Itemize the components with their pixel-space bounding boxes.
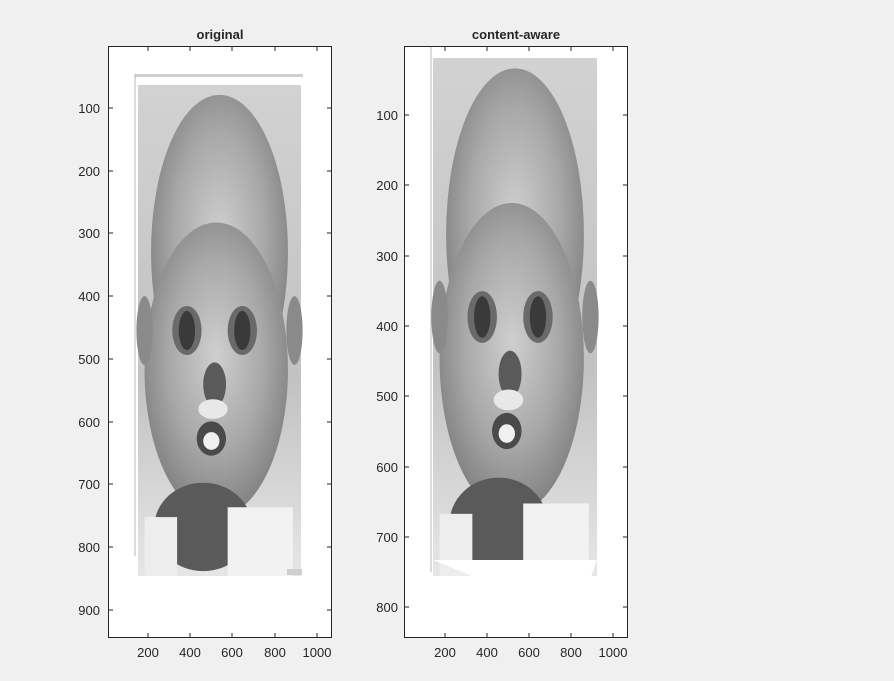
x-tick-label: 1000 — [303, 645, 332, 660]
y-ticks — [405, 114, 627, 608]
y-tick-label: 600 — [78, 415, 100, 430]
y-tick-label: 800 — [78, 540, 100, 555]
image-content-aware — [430, 47, 599, 604]
x-tick-label: 400 — [179, 645, 201, 660]
y-tick-label: 900 — [78, 603, 100, 618]
x-tick-label: 800 — [560, 645, 582, 660]
y-tick-label: 400 — [376, 319, 398, 334]
x-tick-label: 1000 — [599, 645, 628, 660]
y-tick-label: 100 — [78, 101, 100, 116]
x-tick-label: 800 — [264, 645, 286, 660]
y-tick-label: 700 — [376, 530, 398, 545]
y-tick-label: 500 — [376, 389, 398, 404]
x-tick-label: 600 — [518, 645, 540, 660]
x-tick-labels: 200 400 600 800 1000 — [434, 645, 627, 660]
x-ticks — [147, 47, 318, 637]
y-tick-labels: 100 200 300 400 500 600 700 800 900 — [78, 101, 100, 618]
y-tick-labels: 100 200 300 400 500 600 700 800 — [376, 108, 398, 615]
x-ticks — [444, 47, 614, 637]
axes-title: content-aware — [472, 27, 560, 42]
y-tick-label: 800 — [376, 600, 398, 615]
y-tick-label: 600 — [376, 460, 398, 475]
y-tick-label: 200 — [376, 178, 398, 193]
axes-title: original — [197, 27, 244, 42]
axes-box — [404, 46, 628, 638]
x-tick-label: 200 — [137, 645, 159, 660]
y-tick-label: 300 — [78, 226, 100, 241]
y-tick-label: 200 — [78, 164, 100, 179]
y-tick-label: 100 — [376, 108, 398, 123]
y-ticks — [109, 107, 331, 611]
axes-box — [108, 46, 332, 638]
y-tick-label: 700 — [78, 477, 100, 492]
x-tick-label: 200 — [434, 645, 456, 660]
y-tick-label: 300 — [376, 249, 398, 264]
y-tick-label: 400 — [78, 289, 100, 304]
y-tick-label: 500 — [78, 352, 100, 367]
x-tick-label: 600 — [221, 645, 243, 660]
image-original — [134, 74, 303, 576]
axes-original: original 100 200 300 400 500 — [78, 27, 332, 660]
axes-content-aware: content-aware 100 200 300 400 500 60 — [376, 27, 628, 660]
x-tick-labels: 200 400 600 800 1000 — [137, 645, 331, 660]
x-tick-label: 400 — [476, 645, 498, 660]
